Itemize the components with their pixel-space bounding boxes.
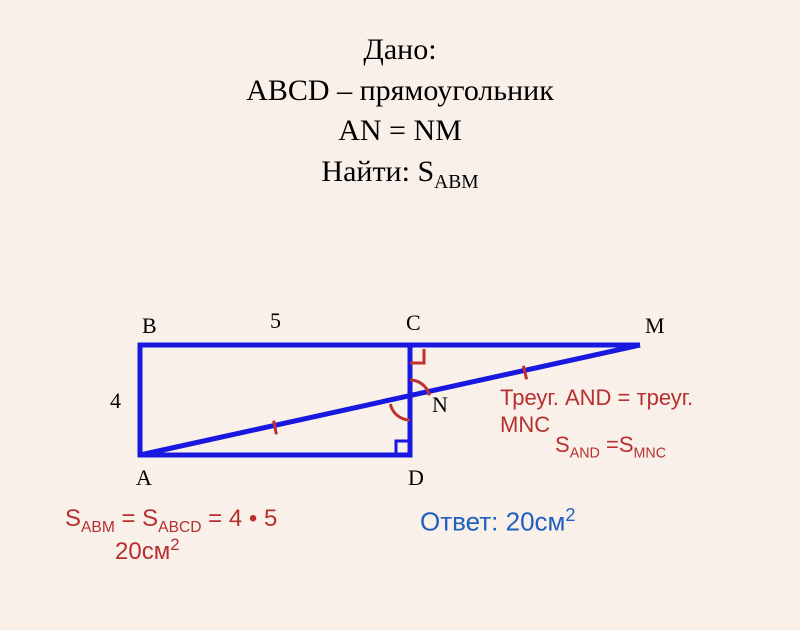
- areas-sub1: AND: [570, 445, 600, 461]
- formula-cut: 20см2: [115, 535, 180, 566]
- note-areas-equal: SAND =SMNC: [555, 432, 666, 461]
- note-triangles-line2: MNC: [500, 412, 550, 438]
- areas-mid: =S: [600, 432, 634, 457]
- answer-text: Ответ: 20см: [420, 507, 565, 537]
- label-c: C: [406, 310, 421, 336]
- angle-arc-1: [390, 404, 410, 420]
- formula-sub2: ABCD: [158, 519, 201, 536]
- formula-cut-text: 20см: [115, 538, 170, 565]
- note-triangles-line1: Треуг. AND = треуг.: [500, 385, 693, 411]
- formula-mid: = S: [115, 505, 158, 532]
- label-d: D: [408, 465, 424, 491]
- formula-tail: = 4 • 5: [202, 505, 278, 532]
- rectangle-abcd: [140, 345, 410, 455]
- label-a: A: [136, 465, 152, 491]
- answer-sup: 2: [565, 505, 575, 525]
- label-side-5: 5: [270, 308, 281, 334]
- formula-sub1: ABM: [81, 519, 115, 536]
- answer: Ответ: 20см2: [420, 505, 576, 538]
- label-n: N: [432, 392, 448, 418]
- areas-s1: S: [555, 432, 570, 457]
- formula-s1: S: [65, 505, 81, 532]
- label-m: M: [645, 313, 665, 339]
- label-side-4: 4: [110, 388, 121, 414]
- label-b: B: [142, 313, 157, 339]
- areas-sub2: MNC: [634, 445, 667, 461]
- formula-main: SABM = SABCD = 4 • 5: [65, 505, 277, 537]
